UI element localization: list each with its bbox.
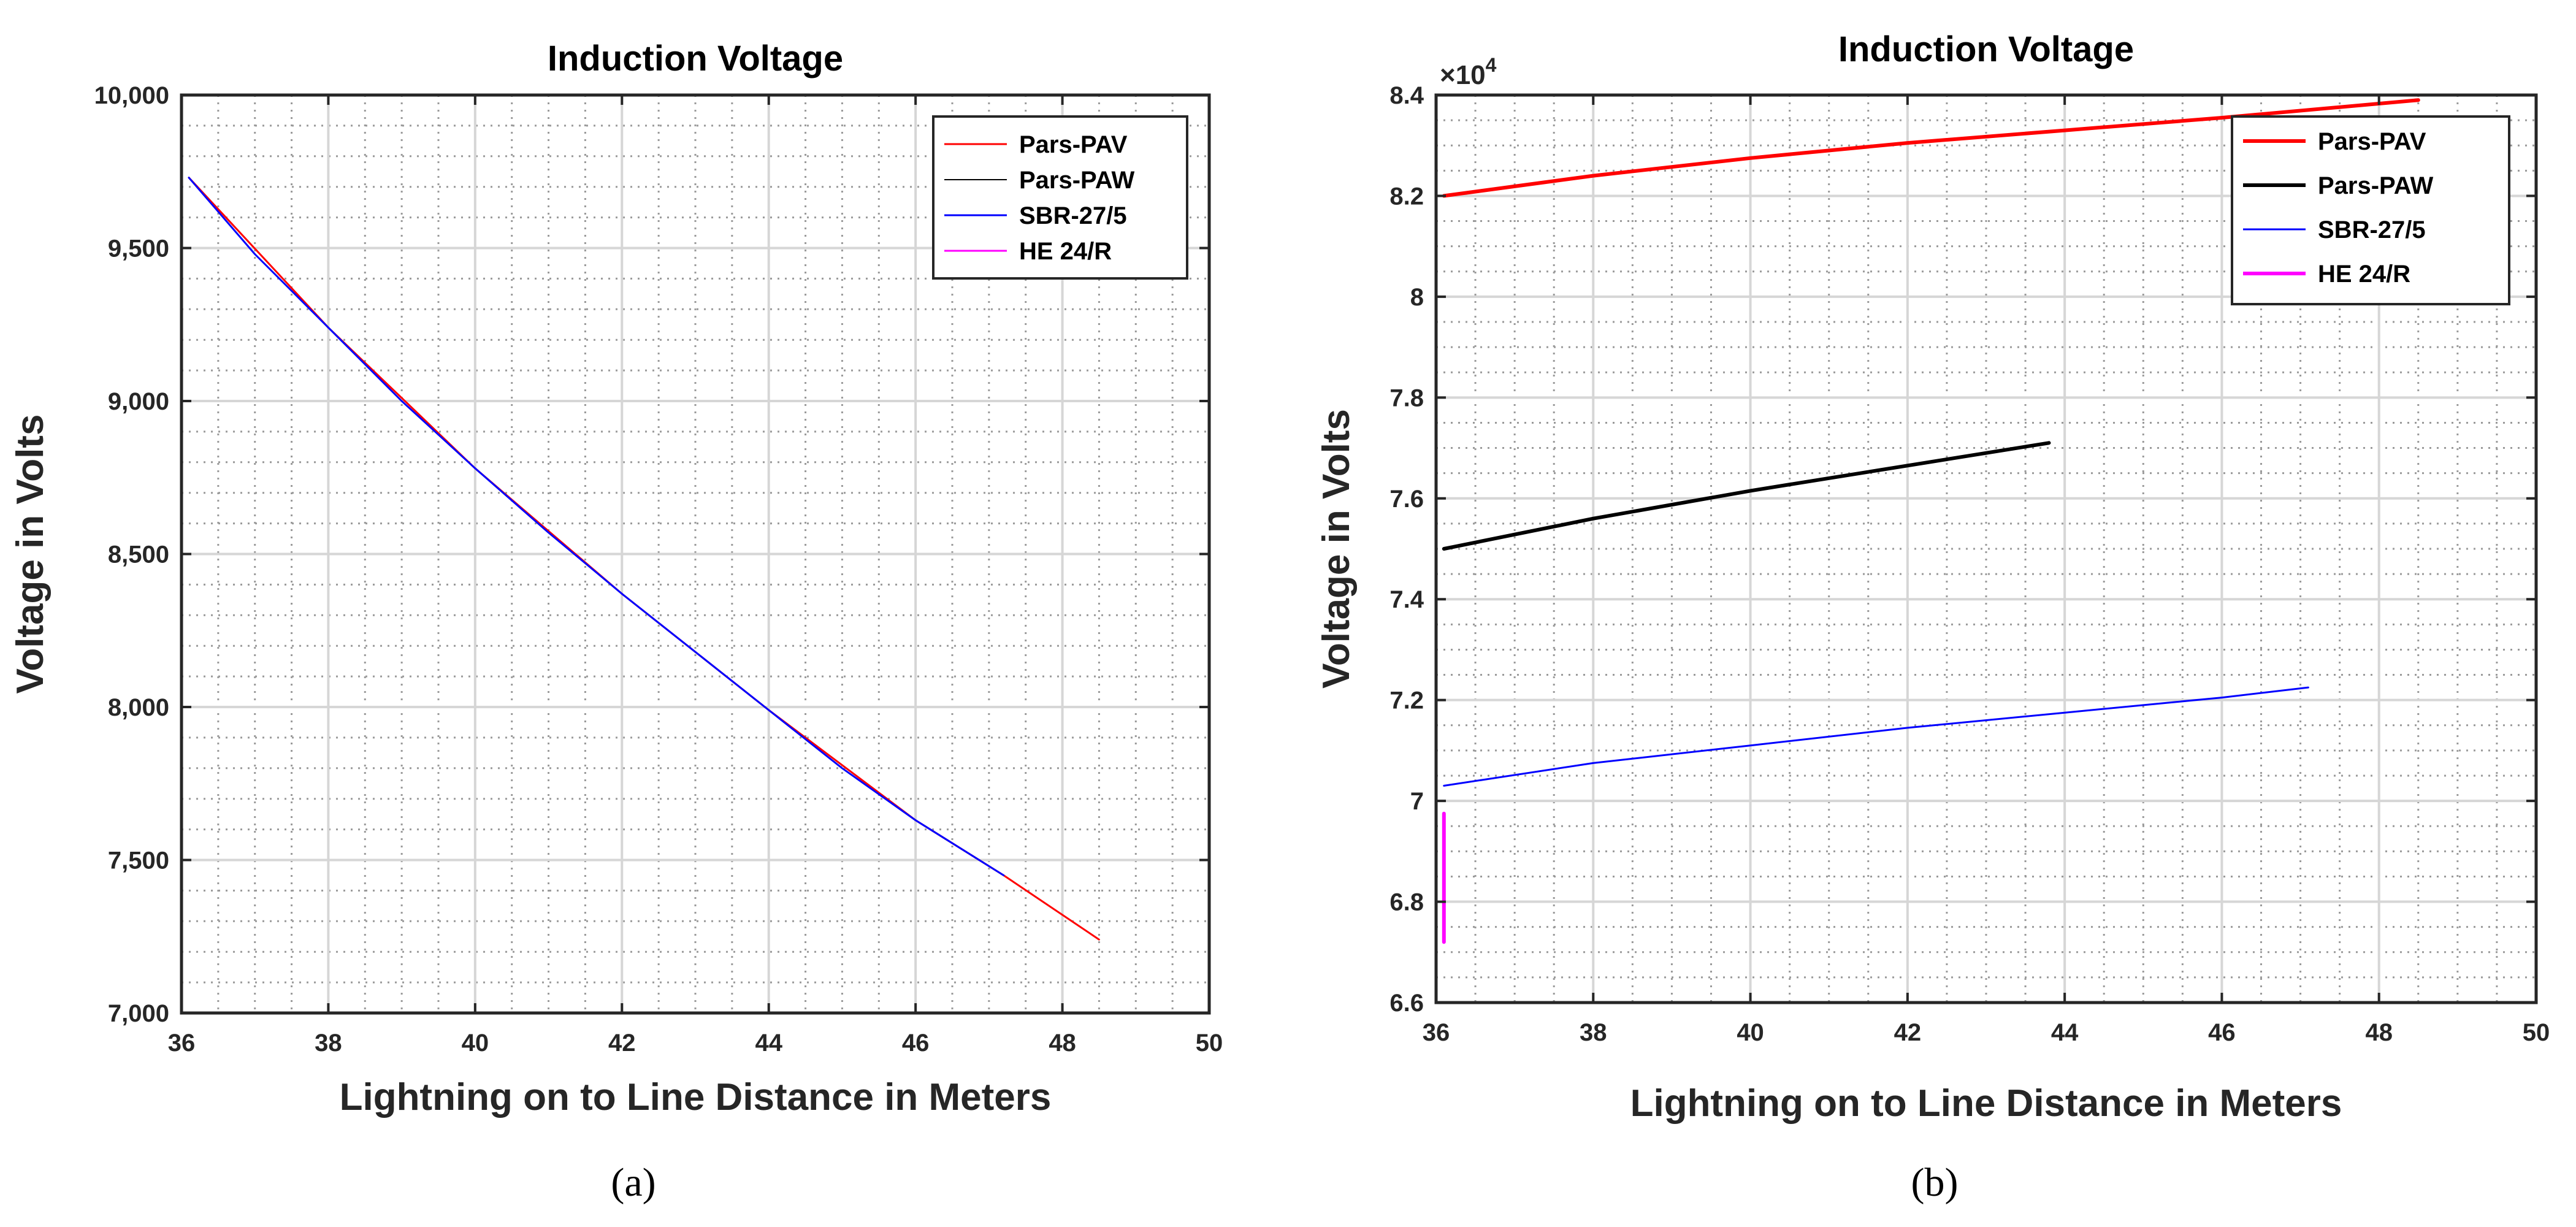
y-tick-label: 8,000	[108, 694, 169, 721]
series-line-sbr-27-5	[188, 177, 1005, 876]
chart-title: Induction Voltage	[548, 39, 843, 78]
y-tick-label: 9,500	[108, 235, 169, 262]
y-tick-label: 7.2	[1389, 687, 1424, 714]
x-tick-label: 46	[902, 1030, 930, 1057]
legend-label: SBR-27/5	[1019, 202, 1127, 229]
legend-label: HE 24/R	[2318, 261, 2410, 288]
legend-label: Pars-PAW	[2318, 172, 2433, 199]
caption-a: (a)	[611, 1160, 655, 1205]
x-axis-label: Lightning on to Line Distance in Meters	[340, 1076, 1052, 1118]
x-tick-label: 48	[1049, 1030, 1076, 1057]
y-tick-label: 7	[1410, 788, 1424, 815]
y-axis-label: Voltage in Volts	[1315, 409, 1358, 689]
legend-label: HE 24/R	[1019, 238, 1112, 265]
chart-title: Induction Voltage	[1838, 29, 2134, 69]
y-tick-label: 8.4	[1389, 82, 1424, 109]
x-tick-label: 40	[1737, 1019, 1764, 1046]
x-tick-label: 38	[315, 1030, 342, 1057]
axes-frame	[1434, 93, 2538, 1004]
legend-label: Pars-PAV	[1019, 131, 1128, 158]
series-line-pars-paw	[1442, 441, 2051, 551]
y-tick-label: 9,000	[108, 388, 169, 415]
x-tick-label: 42	[1894, 1019, 1922, 1046]
chart-panel-a: 36 38 40 42 44 46 48 50 7,000 7,500 8,000 8,500 9,00…	[9, 39, 1223, 1118]
y-tick-label: 7.8	[1389, 384, 1424, 411]
y-tick-label: 7.4	[1389, 586, 1424, 613]
y-tick-label: 7.6	[1389, 486, 1424, 513]
y-tick-label: 8	[1410, 284, 1424, 311]
x-tick-label: 40	[462, 1030, 489, 1057]
x-tick-label: 42	[608, 1030, 636, 1057]
x-tick-label: 48	[2365, 1019, 2393, 1046]
x-tick-label: 36	[1423, 1019, 1450, 1046]
x-tick-label: 46	[2208, 1019, 2236, 1046]
y-tick-label: 6.6	[1389, 990, 1424, 1017]
series-line-sbr-27-5	[1443, 686, 2309, 787]
y-tick-label: 6.8	[1389, 889, 1424, 916]
x-tick-label: 44	[2051, 1019, 2079, 1046]
y-tick-label: 8.2	[1389, 183, 1424, 210]
legend-label: Pars-PAW	[1019, 167, 1134, 194]
y-tick-label: 7,000	[108, 1000, 169, 1027]
y-tick-label: 7,500	[108, 847, 169, 874]
x-tick-label: 44	[755, 1030, 782, 1057]
legend-label: Pars-PAV	[2318, 128, 2426, 155]
y-tick-label: 10,000	[94, 82, 169, 109]
y-axis-multiplier: ×104	[1440, 54, 1497, 90]
x-tick-label: 38	[1580, 1019, 1607, 1046]
x-tick-label: 50	[1196, 1030, 1223, 1057]
legend-label: SBR-27/5	[2318, 216, 2426, 243]
x-tick-label: 50	[2523, 1019, 2550, 1046]
x-tick-label: 36	[168, 1030, 196, 1057]
caption-b: (b)	[1911, 1160, 1959, 1205]
x-axis-label: Lightning on to Line Distance in Meters	[1630, 1082, 2342, 1125]
y-axis-multiplier-exponent: 4	[1486, 54, 1497, 76]
y-tick-label: 8,500	[108, 541, 169, 568]
y-axis-label: Voltage in Volts	[9, 415, 52, 694]
series-line-pars-pav	[1442, 98, 2420, 198]
chart-panel-b: 36 38 40 42 44 46 48 50 6.6 6.8 7 7.2 7.4 7.6 7.8 8 8.2 8…	[1315, 29, 2550, 1125]
